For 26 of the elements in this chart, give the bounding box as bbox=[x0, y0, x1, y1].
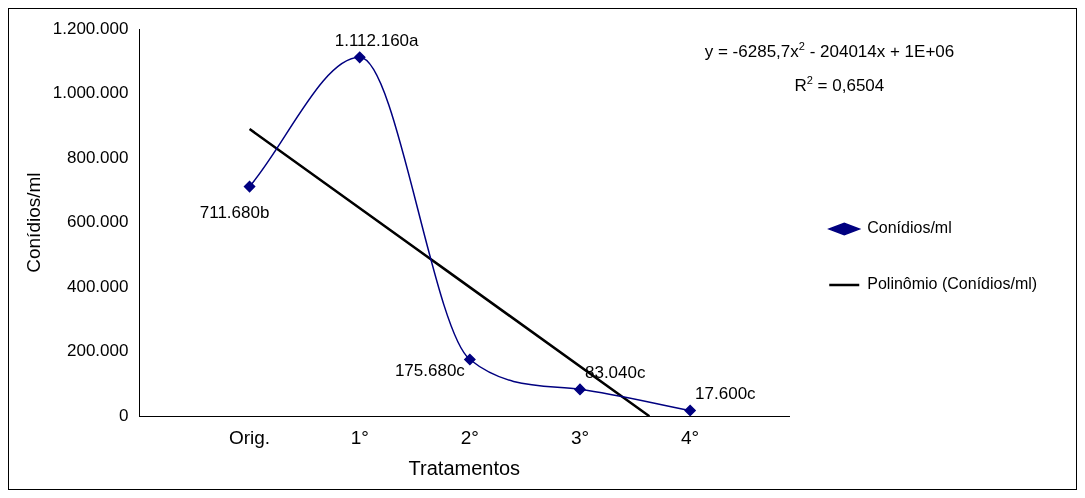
y-tick-label: 200.000 bbox=[66, 341, 129, 361]
point bbox=[243, 180, 256, 193]
data-label: 1.112.160a bbox=[334, 30, 420, 50]
legend-label: Polinômio (Conídios/ml) bbox=[867, 275, 1038, 293]
x-tick-label: Orig. bbox=[228, 426, 271, 448]
y-tick-label: 800.000 bbox=[66, 147, 129, 167]
y-tick-label: 1.200.000 bbox=[52, 18, 129, 38]
data-label: 83.040c bbox=[584, 362, 646, 382]
legend-label: Conídios/ml bbox=[867, 219, 952, 237]
y-axis-title: Conídios/ml bbox=[22, 172, 44, 273]
data-label: 711.680b bbox=[199, 202, 270, 222]
x-tick-label: 2° bbox=[460, 426, 479, 448]
x-tick-label: 3° bbox=[570, 426, 590, 448]
y-tick-label: 600.000 bbox=[66, 212, 129, 232]
x-tick-label: 4° bbox=[681, 426, 700, 448]
y-tick-label: 400.000 bbox=[66, 276, 129, 296]
data-label: 17.600c bbox=[695, 383, 757, 403]
point bbox=[684, 404, 696, 417]
x-tick-label: 1° bbox=[350, 426, 369, 448]
data-label: 175.680c bbox=[394, 360, 466, 380]
y-tick-label: 0 bbox=[118, 405, 129, 425]
point bbox=[353, 51, 366, 64]
point bbox=[464, 353, 476, 366]
y-tick-label: 1.000.000 bbox=[52, 83, 129, 103]
x-axis-title: Tratamentos bbox=[408, 456, 521, 479]
point bbox=[574, 383, 586, 396]
